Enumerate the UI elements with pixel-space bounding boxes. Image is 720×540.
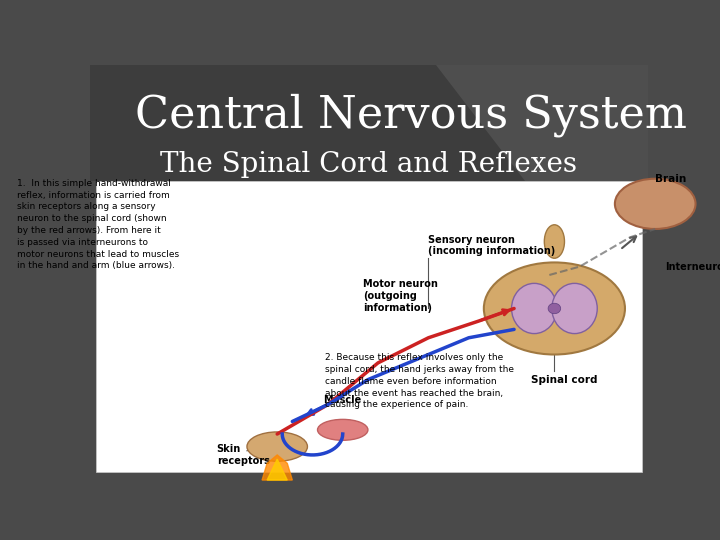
Polygon shape xyxy=(436,65,648,181)
Ellipse shape xyxy=(544,225,564,258)
Text: Spinal cord: Spinal cord xyxy=(531,375,598,384)
Text: Central Nervous System: Central Nervous System xyxy=(135,93,687,137)
Text: Muscle: Muscle xyxy=(323,395,362,405)
Text: Sensory neuron
(incoming information): Sensory neuron (incoming information) xyxy=(428,235,556,256)
Ellipse shape xyxy=(247,432,307,461)
Ellipse shape xyxy=(552,284,598,334)
Polygon shape xyxy=(262,455,292,480)
FancyBboxPatch shape xyxy=(96,181,642,472)
Text: Skin
receptors: Skin receptors xyxy=(217,444,269,465)
Ellipse shape xyxy=(548,303,561,314)
Ellipse shape xyxy=(484,262,625,354)
Text: 2. Because this reflex involves only the
spinal cord, the hand jerks away from t: 2. Because this reflex involves only the… xyxy=(325,353,514,409)
Ellipse shape xyxy=(511,284,557,334)
Text: The Spinal Cord and Reflexes: The Spinal Cord and Reflexes xyxy=(161,151,577,178)
Text: Brain: Brain xyxy=(654,174,686,184)
Ellipse shape xyxy=(318,420,368,440)
Text: Motor neuron
(outgoing
information): Motor neuron (outgoing information) xyxy=(363,279,438,313)
Polygon shape xyxy=(267,459,287,480)
Text: 1.  In this simple hand-withdrawal
reflex, information is carried from
skin rece: 1. In this simple hand-withdrawal reflex… xyxy=(17,179,179,271)
Ellipse shape xyxy=(615,179,696,229)
FancyBboxPatch shape xyxy=(90,65,648,181)
Text: Interneuron: Interneuron xyxy=(665,261,720,272)
